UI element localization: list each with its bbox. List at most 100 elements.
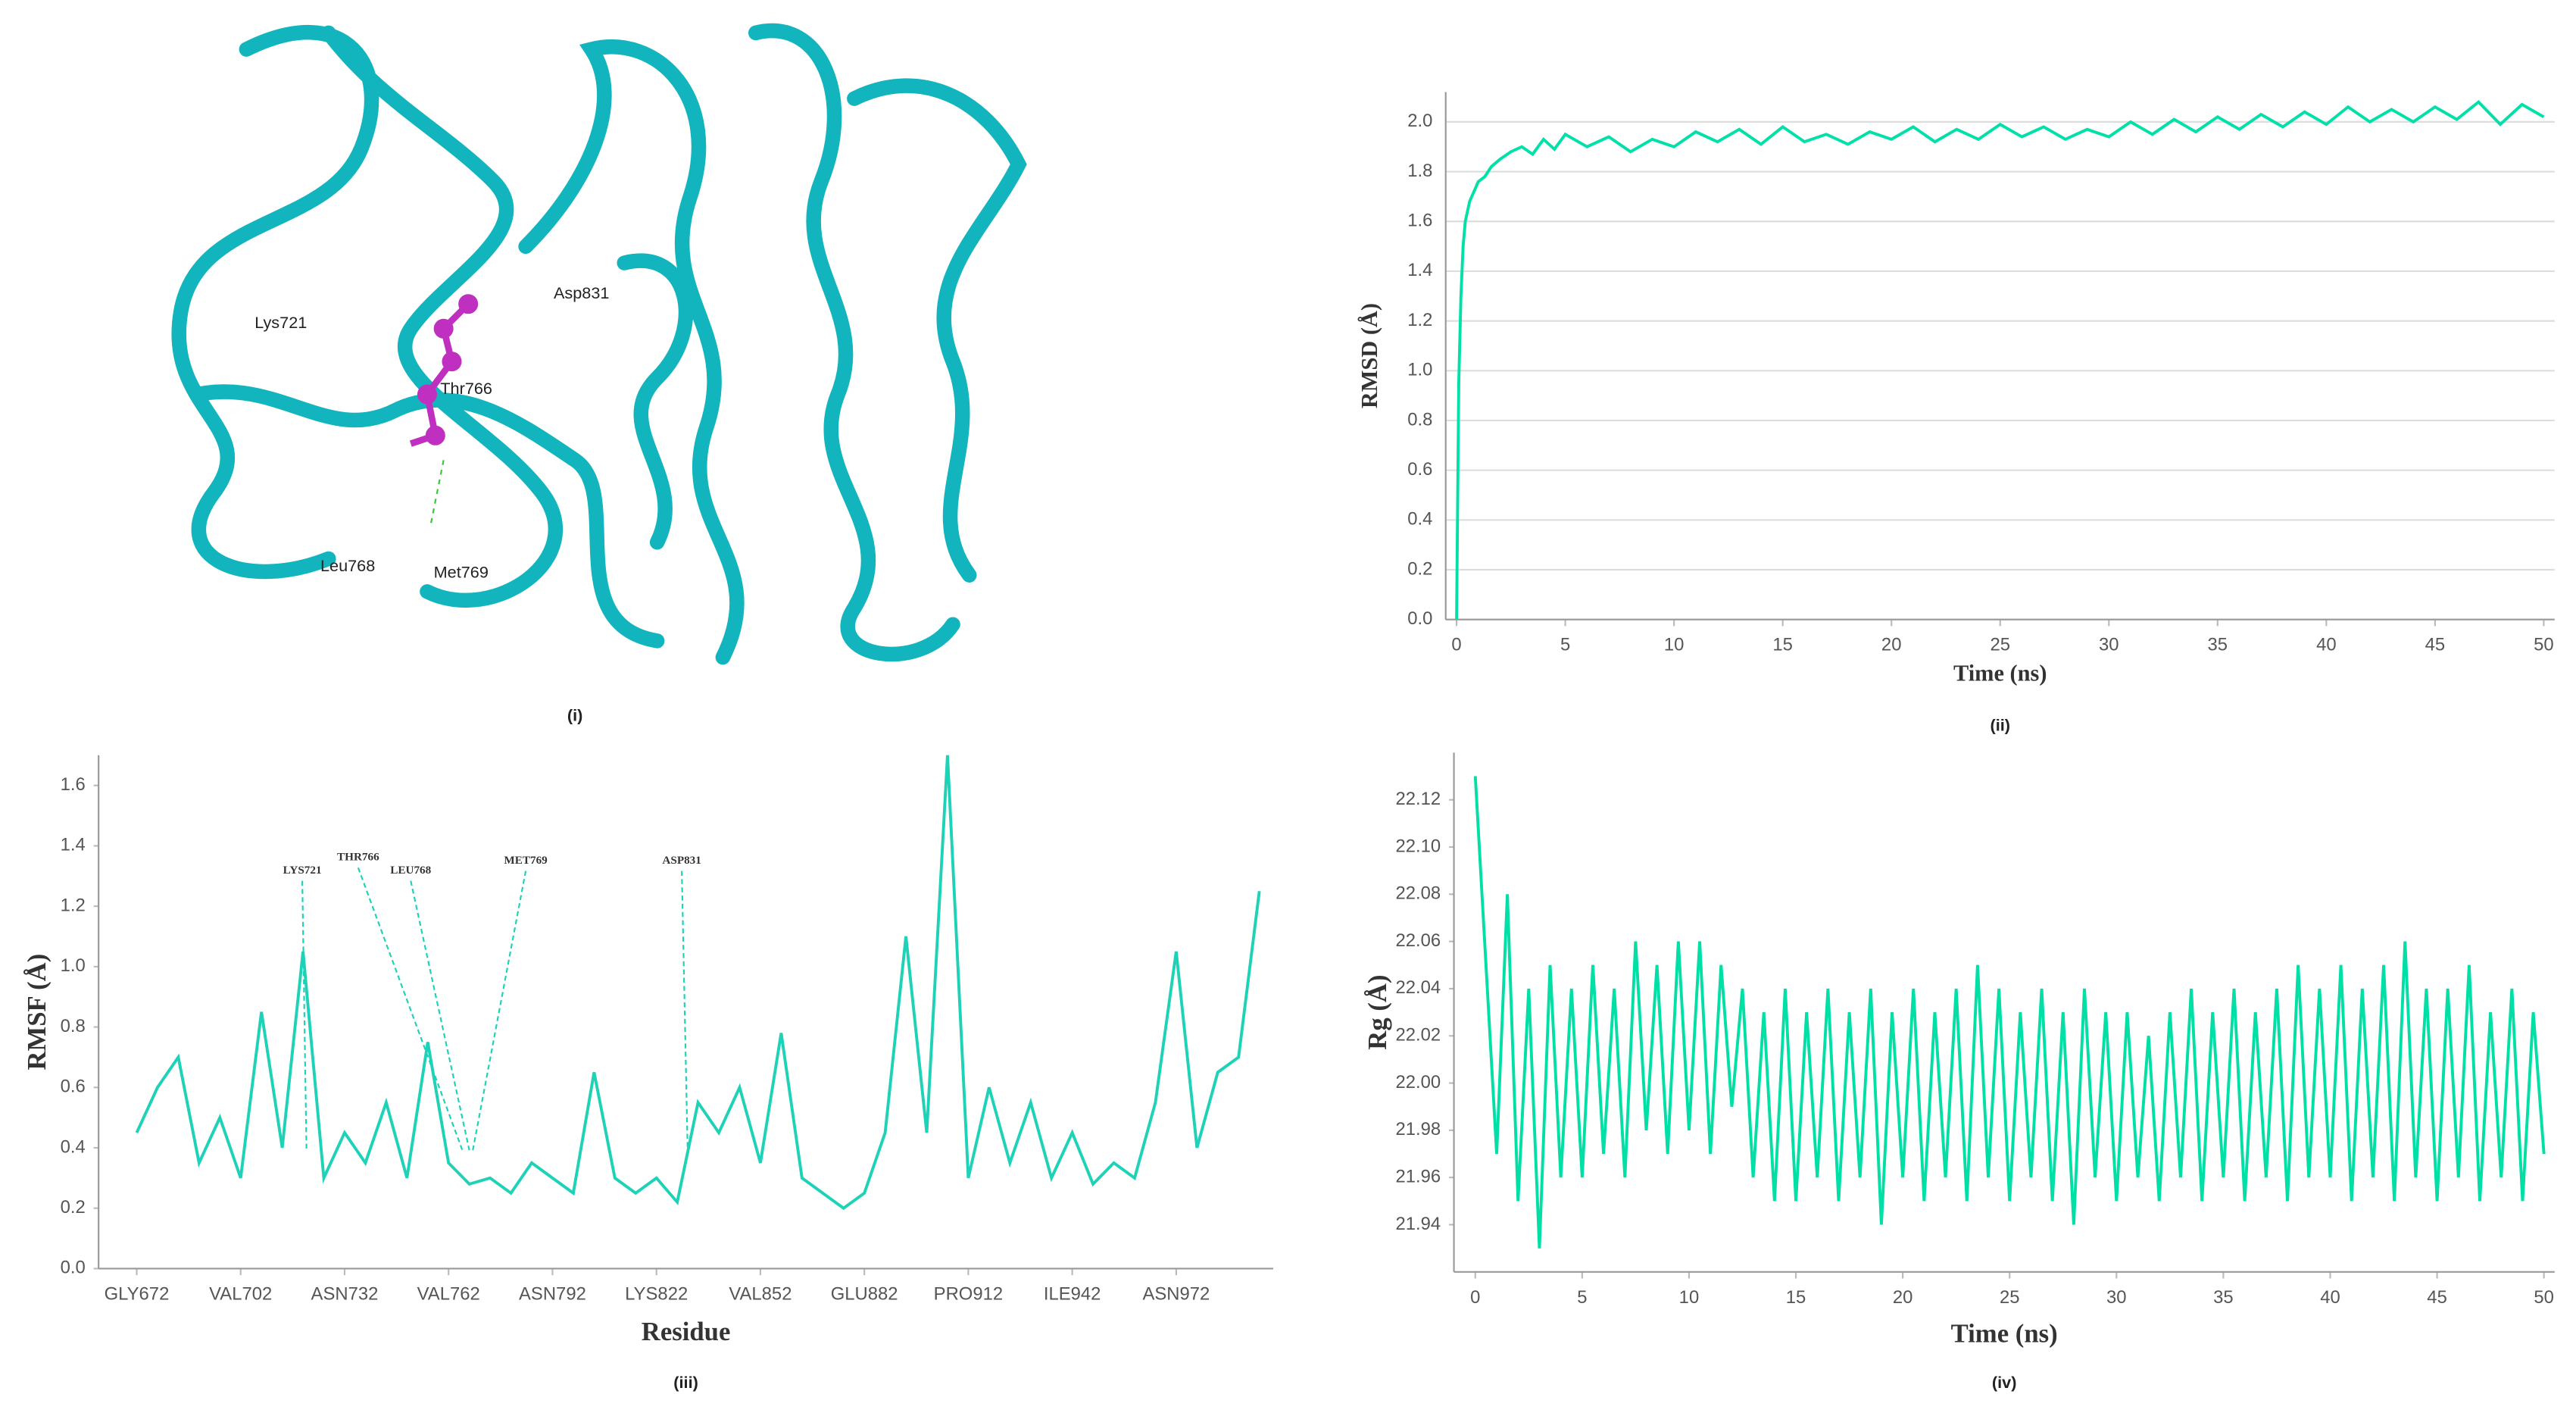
x-tick-label: GLU882 — [831, 1283, 898, 1304]
y-axis-title: Rg (Å) — [1363, 974, 1392, 1049]
y-tick-label: 22.02 — [1396, 1025, 1441, 1046]
ribbon — [518, 39, 745, 665]
y-tick-label: 0.8 — [1407, 409, 1432, 430]
y-tick-label: 22.04 — [1396, 977, 1441, 998]
y-tick-label: 1.0 — [61, 955, 86, 976]
annotation: LYS721 — [283, 864, 322, 877]
x-tick-label: VAL762 — [417, 1283, 480, 1304]
residue-label: Thr766 — [440, 379, 492, 398]
x-tick-label: ASN732 — [311, 1283, 379, 1304]
x-tick-label: 50 — [2534, 1287, 2554, 1308]
y-axis-title: RMSD (Å) — [1357, 303, 1382, 408]
data-line — [1473, 776, 2546, 1249]
x-tick-label: 30 — [2099, 635, 2119, 655]
x-tick-label: GLY672 — [105, 1283, 170, 1304]
ribbon — [847, 78, 1027, 583]
y-tick-label: 22.08 — [1396, 883, 1441, 904]
y-tick-label: 22.10 — [1396, 836, 1441, 856]
y-tick-label: 1.6 — [61, 774, 86, 795]
y-tick-label: 0.0 — [1407, 608, 1432, 629]
x-tick-label: ILE942 — [1044, 1283, 1101, 1304]
y-tick-label: 1.6 — [1407, 211, 1432, 231]
y-tick-label: 0.2 — [1407, 558, 1432, 579]
y-tick-label: 21.94 — [1396, 1214, 1441, 1234]
x-tick-label: 35 — [2213, 1287, 2234, 1308]
y-tick-label: 1.8 — [1407, 161, 1432, 181]
x-tick-label: 20 — [1881, 635, 1902, 655]
atom — [458, 294, 479, 314]
x-tick-label: 25 — [2000, 1287, 2020, 1308]
y-tick-label: 22.12 — [1396, 789, 1441, 809]
residue-label: Leu768 — [320, 556, 375, 575]
x-tick-label: 45 — [2427, 1287, 2447, 1308]
y-tick-label: 1.4 — [1407, 260, 1432, 280]
x-tick-label: VAL852 — [729, 1283, 792, 1304]
annotation: MET769 — [504, 854, 548, 867]
y-tick-label: 1.2 — [1407, 310, 1432, 330]
x-tick-label: 35 — [2208, 635, 2228, 655]
residue-label: Asp831 — [554, 283, 610, 302]
ribbon — [748, 23, 960, 662]
y-tick-label: 1.2 — [61, 895, 86, 915]
x-axis-title: Residue — [642, 1317, 731, 1346]
y-tick-label: 0.4 — [1407, 509, 1432, 530]
atom — [425, 425, 445, 445]
data-line — [135, 755, 1261, 1211]
ribbon — [189, 384, 665, 649]
data-line — [1455, 99, 2545, 620]
x-axis-title: Time (ns) — [1951, 1318, 2058, 1348]
annotation-leader — [472, 871, 527, 1151]
x-tick-label: 50 — [2534, 635, 2554, 655]
atom — [442, 352, 462, 372]
x-tick-label: 5 — [1577, 1287, 1587, 1308]
caption: (ii) — [1991, 715, 2010, 734]
y-tick-label: 1.4 — [61, 835, 86, 855]
y-axis-title: RMSF (Å) — [22, 954, 52, 1071]
x-tick-label: 40 — [2316, 635, 2337, 655]
x-tick-label: 40 — [2320, 1287, 2340, 1308]
caption: (iii) — [673, 1373, 698, 1392]
y-tick-label: 21.98 — [1396, 1119, 1441, 1139]
annotation-leader — [357, 867, 464, 1151]
ribbon — [171, 24, 379, 580]
x-tick-label: 5 — [1560, 635, 1570, 655]
annotation-leader — [301, 880, 308, 1151]
x-tick-label: 45 — [2425, 635, 2446, 655]
annotation-leader — [681, 871, 688, 1151]
x-tick-label: 25 — [1990, 635, 2010, 655]
y-tick-label: 21.96 — [1396, 1166, 1441, 1186]
y-tick-label: 0.6 — [1407, 459, 1432, 480]
atom — [433, 318, 454, 339]
atom — [417, 384, 437, 405]
residue-label: Lys721 — [254, 313, 307, 332]
ribbon — [617, 253, 694, 550]
x-tick-label: 15 — [1786, 1287, 1806, 1308]
x-tick-label: ASN972 — [1142, 1283, 1210, 1304]
y-tick-label: 1.0 — [1407, 360, 1432, 380]
x-tick-label: 10 — [1664, 635, 1685, 655]
y-tick-label: 0.4 — [61, 1136, 86, 1157]
y-tick-label: 22.00 — [1396, 1072, 1441, 1092]
x-tick-label: PRO912 — [934, 1283, 1003, 1304]
x-tick-label: 15 — [1772, 635, 1793, 655]
x-tick-label: ASN792 — [519, 1283, 586, 1304]
x-tick-label: 20 — [1893, 1287, 1913, 1308]
y-tick-label: 2.0 — [1407, 111, 1432, 131]
annotation: LEU768 — [390, 864, 431, 877]
hbond — [429, 460, 445, 527]
residue-label: Met769 — [434, 563, 489, 582]
x-axis-title: Time (ns) — [1953, 660, 2047, 686]
ligand — [409, 294, 479, 447]
x-tick-label: 0 — [1451, 635, 1461, 655]
x-tick-label: LYS822 — [625, 1283, 688, 1304]
y-tick-label: 22.06 — [1396, 930, 1441, 951]
annotation: THR766 — [337, 851, 379, 864]
y-tick-label: 0.8 — [61, 1016, 86, 1036]
protein-structure — [171, 23, 1027, 665]
annotation: ASP831 — [662, 854, 701, 867]
annotation-leader — [410, 880, 470, 1151]
ribbon — [321, 25, 564, 608]
x-tick-label: 30 — [2106, 1287, 2127, 1308]
y-tick-label: 0.6 — [61, 1077, 86, 1097]
